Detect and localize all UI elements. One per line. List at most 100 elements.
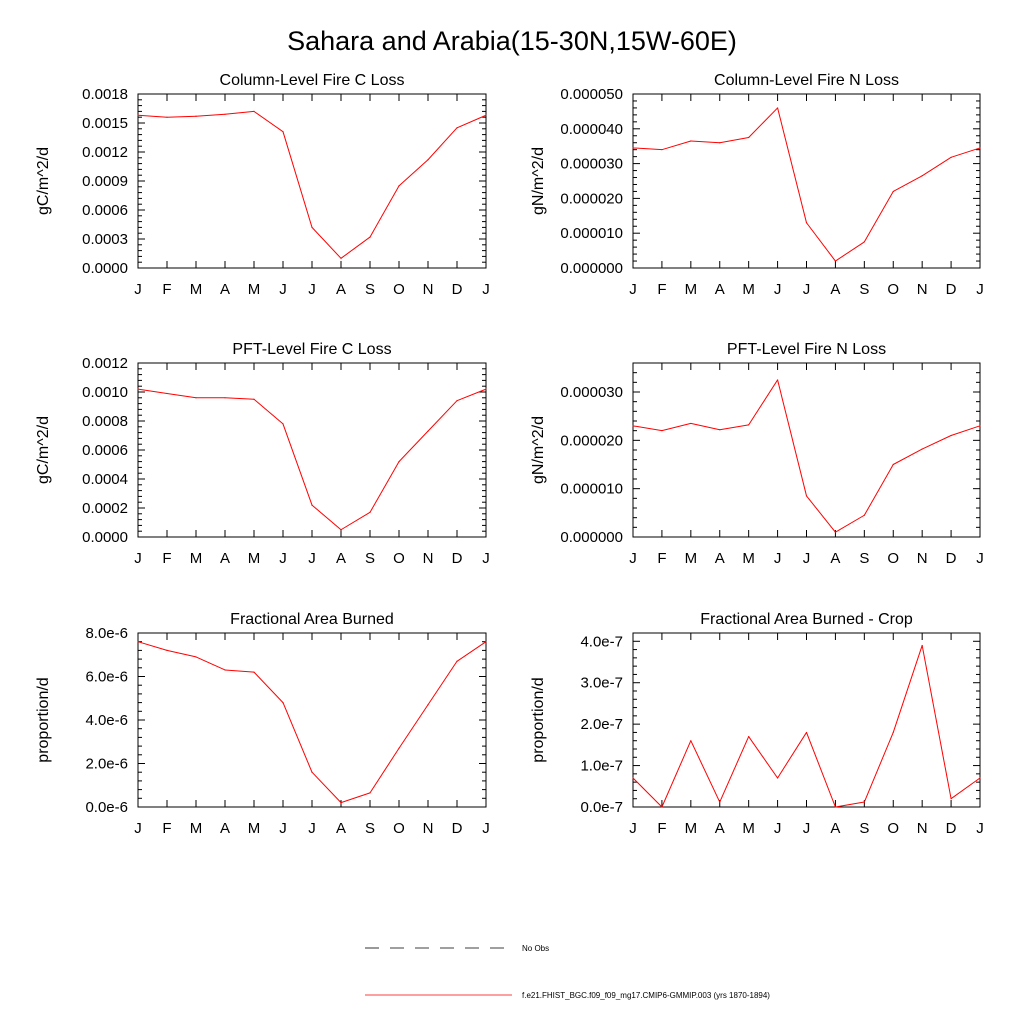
x-tick-label: S <box>365 550 375 567</box>
x-tick-label: N <box>917 820 928 837</box>
y-tick-label: 0.0015 <box>82 115 128 132</box>
series-line-segment <box>719 424 749 431</box>
data-point <box>311 226 313 228</box>
y-tick-label: 0.0008 <box>82 413 128 430</box>
series-line-segment <box>137 114 168 118</box>
y-tick-label: 2.0e-7 <box>580 716 623 733</box>
data-point <box>748 136 750 139</box>
series-line-segment <box>690 740 721 803</box>
y-tick-label: 0.0000 <box>82 529 128 546</box>
x-tick-label: D <box>452 550 463 567</box>
series-line-segment <box>427 660 458 706</box>
y-tick-label: 1.0e-7 <box>580 758 623 775</box>
data-point <box>195 115 197 117</box>
x-tick-label: O <box>887 820 899 837</box>
x-tick-label: J <box>803 281 811 298</box>
data-point <box>311 771 313 773</box>
data-point <box>661 806 663 808</box>
x-tick-label: J <box>134 550 142 567</box>
y-tick-label: 0.0e-6 <box>85 799 128 816</box>
x-tick-label: J <box>976 820 984 837</box>
y-tick-label: 4.0e-7 <box>580 633 623 650</box>
data-point <box>863 801 865 803</box>
x-tick-label: F <box>657 281 666 298</box>
series-line-segment <box>748 107 778 138</box>
x-tick-label: J <box>976 281 984 298</box>
x-tick-label: A <box>220 820 230 837</box>
data-point <box>369 511 371 513</box>
data-point <box>369 236 371 238</box>
series-line-segment <box>195 656 226 671</box>
series-line-segment <box>835 801 865 808</box>
panel-title: Column-Level Fire C Loss <box>220 72 405 89</box>
series-line-segment <box>835 241 865 262</box>
x-tick-label: J <box>134 820 142 837</box>
x-tick-label: A <box>830 281 840 298</box>
y-axis-label: proportion/d <box>530 677 547 762</box>
legend-obs-label: No Obs <box>522 944 549 953</box>
data-point <box>485 388 487 390</box>
series-line-segment <box>719 137 749 144</box>
data-point <box>690 740 692 742</box>
legend: No Obs f.e21.FHIST_BGC.f09_f09_mg17.CMIP… <box>365 944 770 1000</box>
x-tick-label: J <box>482 820 490 837</box>
series-line-segment <box>369 461 400 513</box>
series-line-segment <box>166 392 197 399</box>
data-point <box>834 531 837 533</box>
data-point <box>340 802 342 804</box>
data-point <box>632 425 634 427</box>
data-point <box>340 257 342 259</box>
data-point <box>456 660 458 662</box>
y-tick-label: 3.0e-7 <box>580 675 623 692</box>
series-line-segment <box>340 792 371 804</box>
y-tick-label: 0.0003 <box>82 231 128 248</box>
x-tick-label: S <box>365 281 375 298</box>
x-tick-label: J <box>134 281 142 298</box>
x-tick-label: M <box>190 281 203 298</box>
y-tick-label: 0.000010 <box>560 225 623 242</box>
series-line-segment <box>166 115 197 118</box>
series-line-segment <box>777 107 807 223</box>
x-tick-label: J <box>774 281 782 298</box>
series-line-segment <box>777 379 807 497</box>
x-tick-label: N <box>423 281 434 298</box>
data-point <box>282 131 284 133</box>
data-point <box>805 731 808 734</box>
y-tick-label: 0.000020 <box>560 190 623 207</box>
data-point <box>776 777 779 779</box>
data-point <box>224 669 226 671</box>
data-point <box>863 241 865 243</box>
plot-frame <box>632 632 981 808</box>
x-tick-label: D <box>452 281 463 298</box>
x-tick-label: D <box>946 550 957 567</box>
x-tick-label: M <box>742 820 755 837</box>
y-tick-label: 0.0000 <box>82 260 128 277</box>
series-line-segment <box>253 671 284 703</box>
x-tick-label: M <box>685 820 698 837</box>
figure-title: Sahara and Arabia(15-30N,15W-60E) <box>287 26 737 56</box>
series-line-segment <box>863 464 894 516</box>
y-tick-label: 0.000030 <box>560 384 623 401</box>
x-tick-label: S <box>859 820 869 837</box>
data-point <box>166 392 168 395</box>
y-tick-label: 0.0004 <box>82 471 128 488</box>
data-point <box>224 113 226 115</box>
series-line-segment <box>398 430 429 462</box>
series-line-segment <box>456 114 487 129</box>
series-line-segment <box>224 397 255 400</box>
x-tick-label: M <box>742 281 755 298</box>
y-tick-label: 0.0006 <box>82 442 128 459</box>
data-point <box>950 156 952 158</box>
panel-title: Fractional Area Burned <box>230 611 394 628</box>
x-tick-label: N <box>917 550 928 567</box>
x-tick-label: D <box>946 820 957 837</box>
data-point <box>632 777 634 779</box>
y-axis-label: gC/m^2/d <box>35 147 52 215</box>
series-line-segment <box>661 422 691 432</box>
series-line-segment <box>340 236 371 259</box>
series-line-segment <box>806 495 836 533</box>
series-line-segment <box>806 222 836 262</box>
x-tick-label: J <box>308 820 316 837</box>
